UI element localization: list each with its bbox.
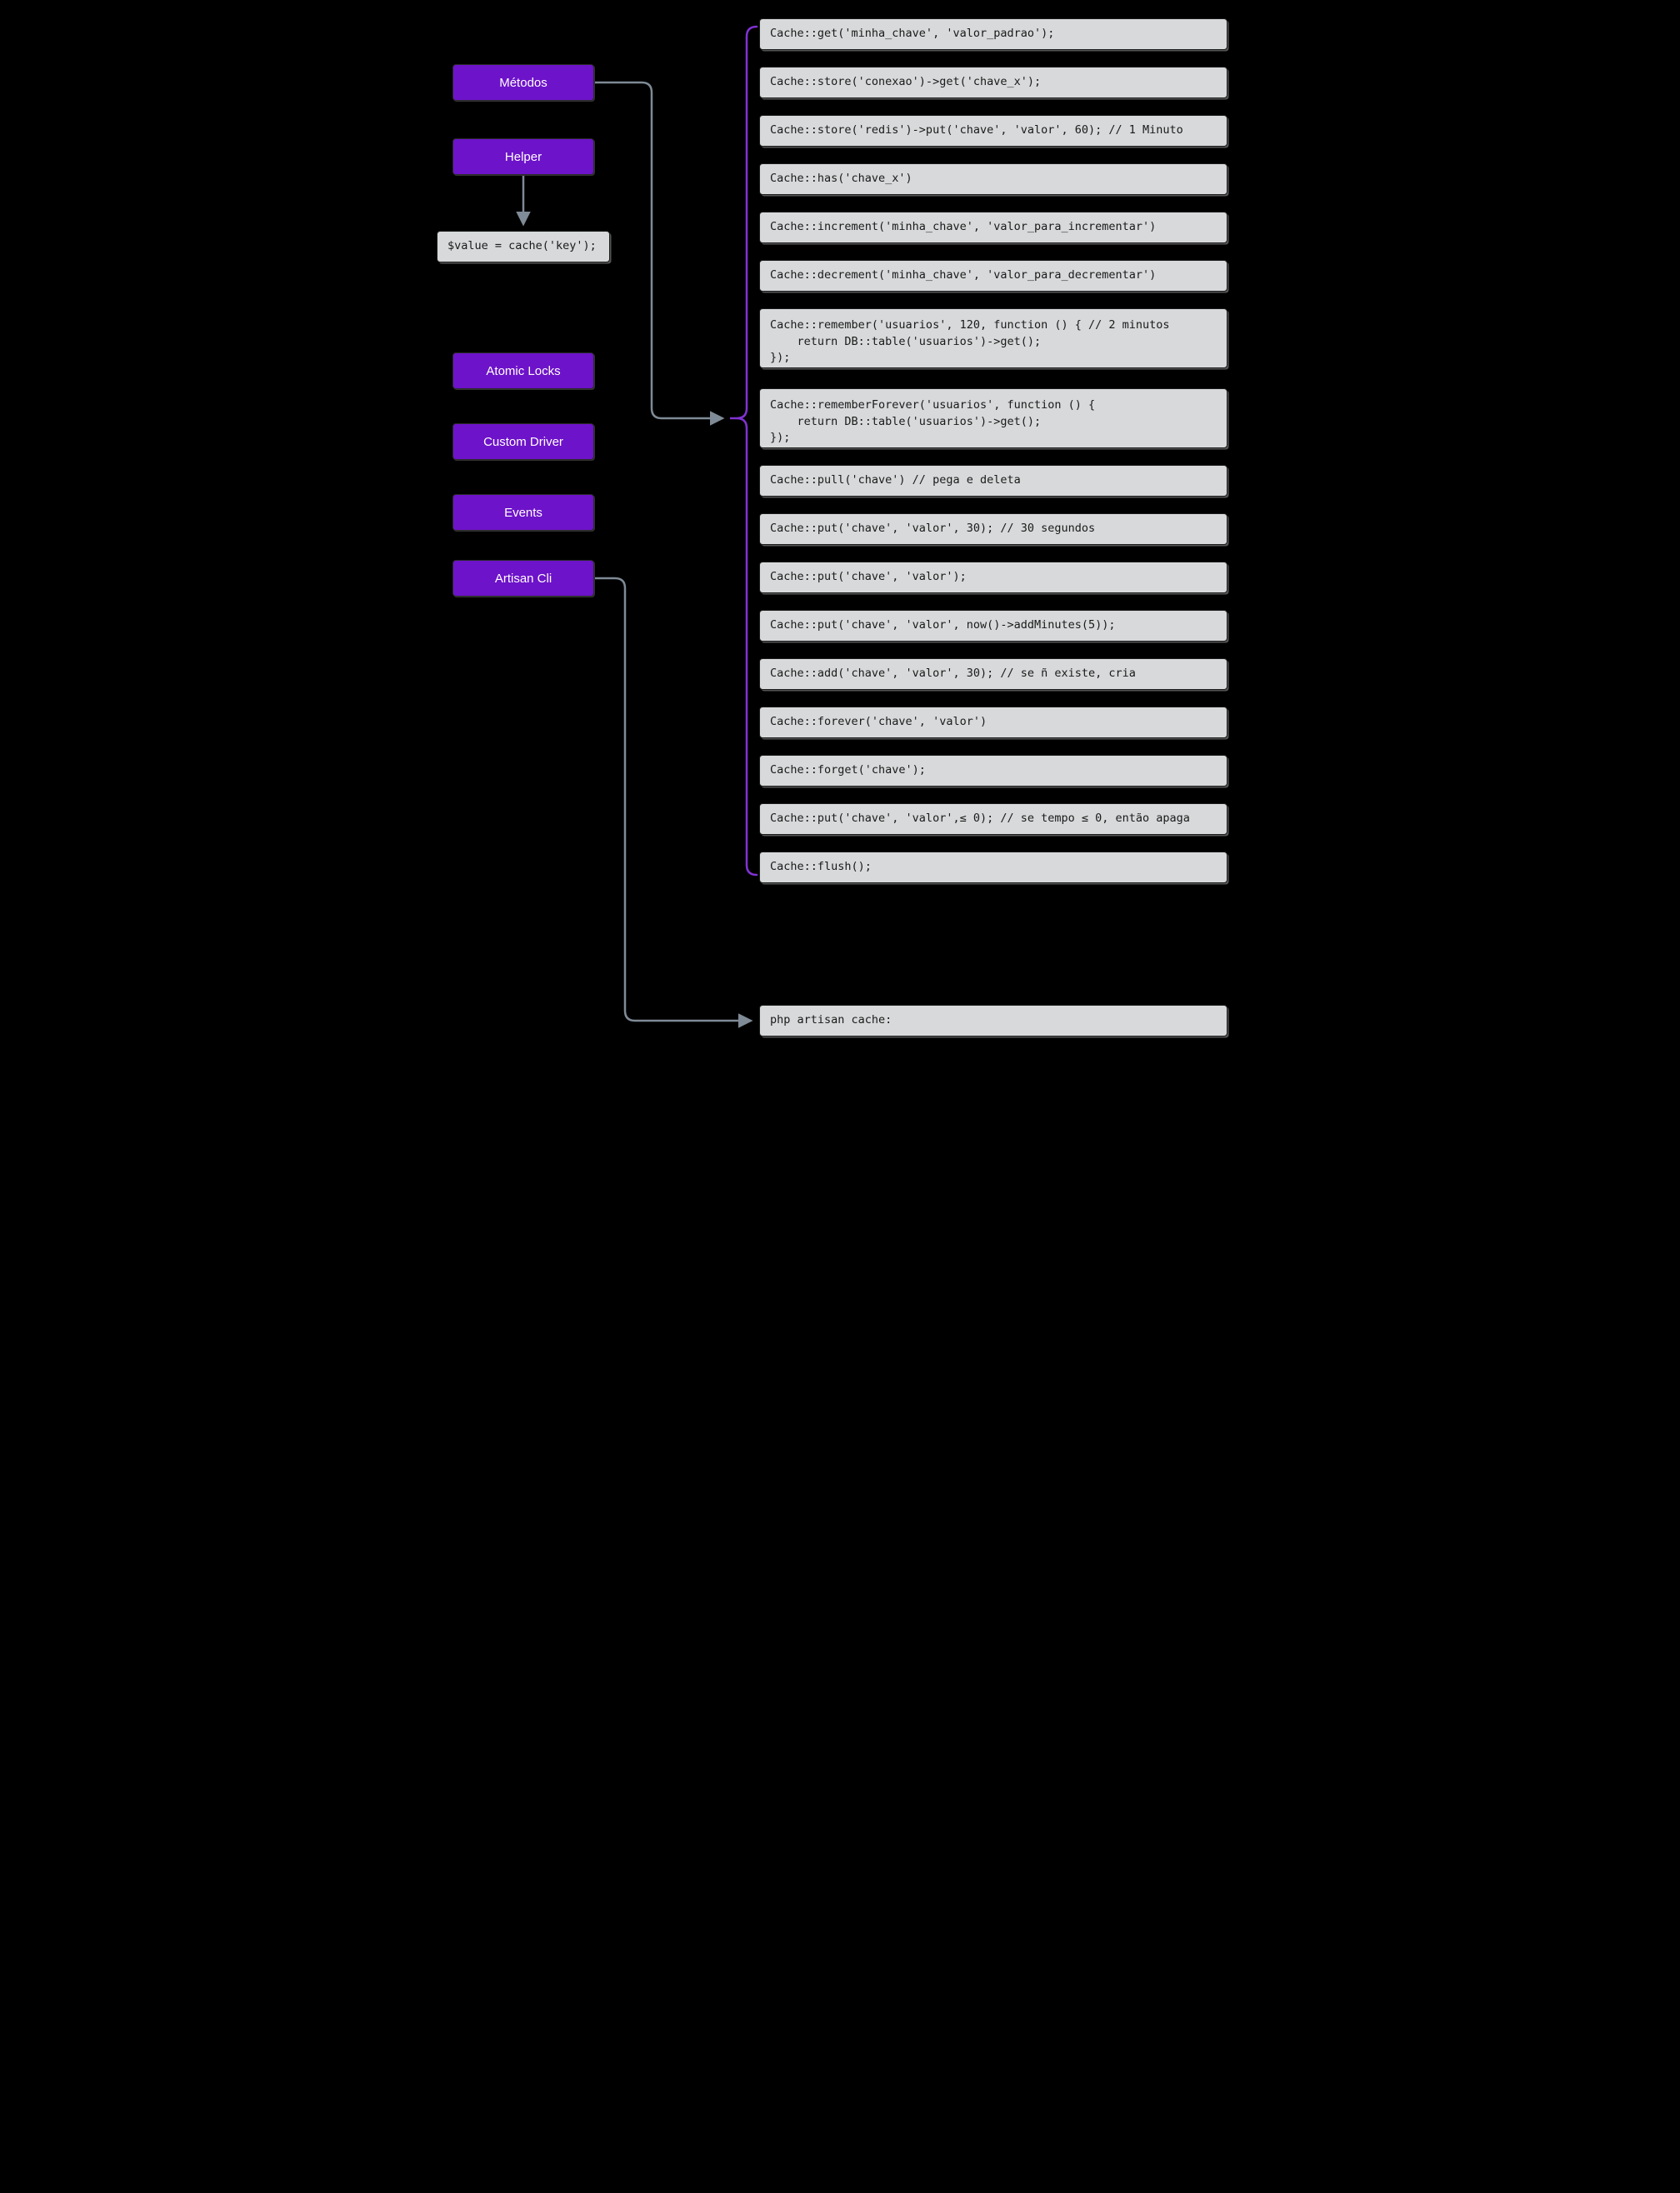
node-custom-driver: Custom Driver bbox=[452, 423, 594, 460]
code-method-text: Cache::get('minha_chave', 'valor_padrao'… bbox=[770, 26, 1054, 42]
code-artisan: php artisan cache: bbox=[759, 1005, 1228, 1037]
node-metodos: Métodos bbox=[452, 64, 594, 101]
code-method-text: Cache::add('chave', 'valor', 30); // se … bbox=[770, 666, 1136, 682]
code-method: Cache::store('redis')->put('chave', 'val… bbox=[759, 115, 1228, 147]
code-method-text: Cache::pull('chave') // pega e deleta bbox=[770, 472, 1021, 489]
code-method: Cache::forever('chave', 'valor') bbox=[759, 707, 1228, 738]
code-method: Cache::has('chave_x') bbox=[759, 163, 1228, 195]
node-helper-label: Helper bbox=[505, 150, 542, 164]
code-method: Cache::put('chave', 'valor', 30); // 30 … bbox=[759, 513, 1228, 545]
connector-artisan bbox=[594, 578, 750, 1021]
node-artisan-cli-label: Artisan Cli bbox=[495, 572, 552, 586]
node-custom-driver-label: Custom Driver bbox=[483, 435, 563, 449]
code-method: Cache::add('chave', 'valor', 30); // se … bbox=[759, 658, 1228, 690]
code-method-text: Cache::put('chave', 'valor', now()->addM… bbox=[770, 617, 1116, 634]
code-method: Cache::store('conexao')->get('chave_x'); bbox=[759, 67, 1228, 98]
code-artisan-text: php artisan cache: bbox=[770, 1012, 892, 1029]
node-metodos-label: Métodos bbox=[499, 76, 548, 90]
diagram-canvas: Métodos Helper $value = cache('key'); At… bbox=[420, 0, 1260, 1096]
code-method: Cache::decrement('minha_chave', 'valor_p… bbox=[759, 260, 1228, 292]
node-events: Events bbox=[452, 494, 594, 531]
code-method-text: Cache::has('chave_x') bbox=[770, 171, 912, 187]
code-method-text: Cache::store('conexao')->get('chave_x'); bbox=[770, 74, 1041, 91]
code-method: Cache::remember('usuarios', 120, functio… bbox=[759, 308, 1228, 368]
code-method: Cache::put('chave', 'valor'); bbox=[759, 562, 1228, 593]
code-method: Cache::get('minha_chave', 'valor_padrao'… bbox=[759, 18, 1228, 50]
node-atomic-locks: Atomic Locks bbox=[452, 352, 594, 389]
code-method-text: Cache::forever('chave', 'valor') bbox=[770, 714, 987, 731]
node-events-label: Events bbox=[504, 506, 542, 520]
code-method: Cache::put('chave', 'valor', now()->addM… bbox=[759, 610, 1228, 642]
code-method-text: Cache::put('chave', 'valor'); bbox=[770, 569, 967, 586]
code-method-text: Cache::put('chave', 'valor',≤ 0); // se … bbox=[770, 811, 1190, 827]
node-helper-code: $value = cache('key'); bbox=[437, 231, 610, 262]
brace-methods bbox=[730, 27, 757, 875]
code-method-text: Cache::forget('chave'); bbox=[770, 762, 926, 779]
code-method-text: Cache::store('redis')->put('chave', 'val… bbox=[770, 122, 1183, 139]
code-method-text: Cache::flush(); bbox=[770, 859, 872, 876]
code-method-text: Cache::put('chave', 'valor', 30); // 30 … bbox=[770, 521, 1095, 537]
code-method-text: Cache::rememberForever('usuarios', funct… bbox=[770, 397, 1095, 447]
node-helper: Helper bbox=[452, 138, 594, 175]
code-method: Cache::increment('minha_chave', 'valor_p… bbox=[759, 212, 1228, 243]
code-method: Cache::forget('chave'); bbox=[759, 755, 1228, 787]
code-method-text: Cache::decrement('minha_chave', 'valor_p… bbox=[770, 267, 1156, 284]
node-artisan-cli: Artisan Cli bbox=[452, 560, 594, 597]
code-method: Cache::rememberForever('usuarios', funct… bbox=[759, 388, 1228, 448]
code-method-text: Cache::increment('minha_chave', 'valor_p… bbox=[770, 219, 1156, 236]
node-helper-code-text: $value = cache('key'); bbox=[448, 238, 597, 255]
code-method: Cache::pull('chave') // pega e deleta bbox=[759, 465, 1228, 497]
code-method: Cache::flush(); bbox=[759, 852, 1228, 883]
code-method: Cache::put('chave', 'valor',≤ 0); // se … bbox=[759, 803, 1228, 835]
node-atomic-locks-label: Atomic Locks bbox=[486, 364, 560, 378]
connector-metodos bbox=[594, 82, 722, 418]
code-method-text: Cache::remember('usuarios', 120, functio… bbox=[770, 317, 1170, 367]
